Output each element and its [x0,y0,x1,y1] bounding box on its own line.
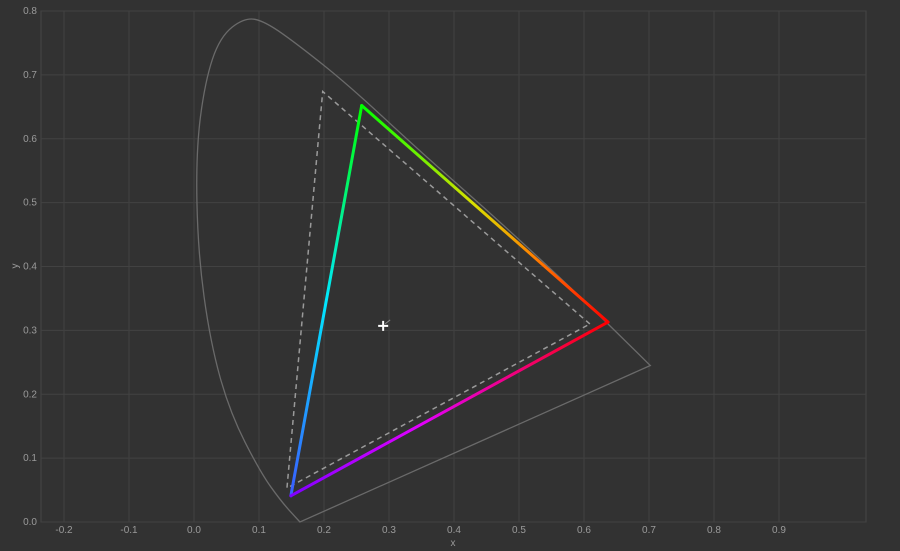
y-tick-label: 0.5 [23,198,37,209]
x-tick-label: -0.1 [120,525,138,536]
gamut-edge-blue-red [289,320,610,498]
reference-gamut-triangle [286,89,592,490]
x-tick-label: 0.8 [707,525,721,536]
x-tick-label: 0.3 [382,525,396,536]
x-tick-label: 0.7 [642,525,656,536]
x-tick-label: 0.5 [512,525,526,536]
x-axis-label: x [451,538,456,549]
grid [40,10,867,523]
white-point-marker [378,320,389,331]
x-tick-label: 0.4 [447,525,461,536]
x-tick-label: 0.1 [252,525,266,536]
spectral-locus [196,18,652,523]
y-tick-label: 0.4 [23,262,37,273]
gamut-edge-red-green [360,104,610,324]
x-tick-label: 0.2 [317,525,331,536]
y-axis-ticks: 0.0 0.1 0.2 0.3 0.4 0.5 0.6 0.7 0.8 [23,6,37,528]
y-tick-label: 0.6 [23,134,37,145]
plot-marks [196,18,652,523]
y-tick-label: 0.1 [23,453,37,464]
x-tick-label: -0.2 [55,525,73,536]
white-point-tick [384,319,391,325]
y-tick-label: 0.0 [23,517,37,528]
y-tick-label: 0.7 [23,70,37,81]
x-tick-label: 0.9 [772,525,786,536]
y-tick-label: 0.8 [23,6,37,17]
y-axis-label: y [10,264,21,269]
y-tick-label: 0.2 [23,389,37,400]
gamut-edge-green-blue [289,104,364,498]
x-tick-label: 0.6 [577,525,591,536]
y-tick-label: 0.3 [23,325,37,336]
x-axis-ticks: -0.2-0.10.00.10.20.30.40.50.60.70.80.91.… [55,525,786,536]
x-tick-label: 0.0 [187,525,201,536]
